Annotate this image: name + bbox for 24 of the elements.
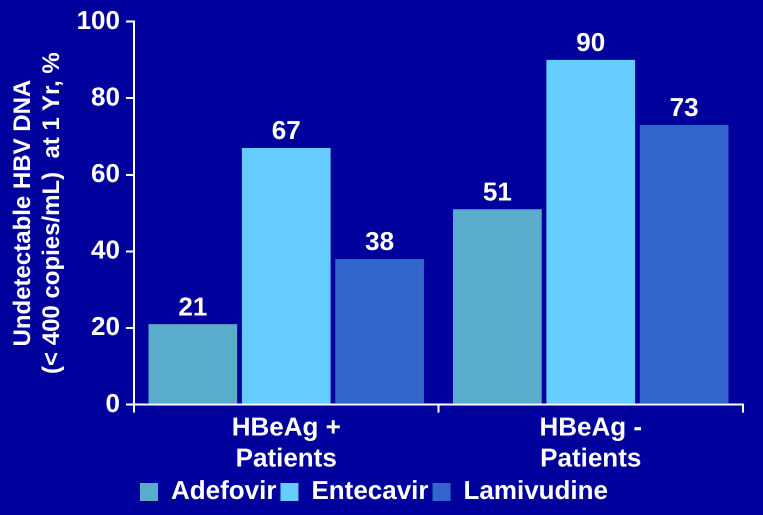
y-axis-title: Undetectable HBV DNA (< 400 copies/mL) at 1 Yr, % [9, 52, 65, 374]
data-label: 38 [365, 226, 394, 256]
data-label: 73 [670, 92, 699, 122]
y-tick-label: 20 [91, 311, 120, 342]
bar [242, 148, 331, 404]
x-tick-label: HBeAg + Patients [232, 411, 341, 473]
y-tick-label: 80 [91, 81, 120, 112]
data-label: 67 [272, 115, 301, 146]
y-tick-label: 40 [91, 234, 120, 265]
y-tick-label: 100 [76, 4, 120, 35]
legend-label: Lamivudine [464, 475, 608, 506]
data-label: 51 [482, 176, 512, 206]
bar [546, 60, 636, 404]
y-tick-label: 0 [106, 388, 120, 418]
bar [640, 125, 728, 404]
data-label: 90 [576, 27, 606, 58]
bar [453, 209, 542, 404]
data-label: 21 [178, 291, 208, 322]
x-tick-label: HBeAg - Patients [539, 411, 642, 473]
y-tick-label: 60 [91, 158, 120, 188]
legend-label: Entecavir [311, 475, 429, 506]
legend-label: Adefovir [171, 475, 276, 506]
bar [335, 259, 424, 404]
bar [148, 324, 238, 404]
